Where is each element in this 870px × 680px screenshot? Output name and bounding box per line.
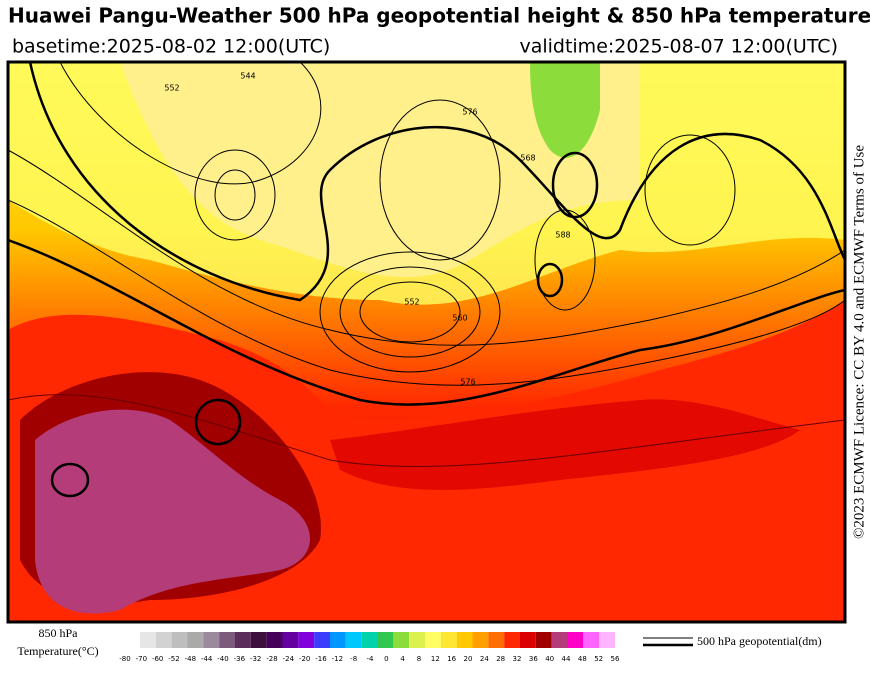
- colorbar-tick-label: -24: [283, 655, 295, 663]
- colorbar-tick-label: 44: [562, 655, 571, 663]
- colorbar-swatch: [314, 632, 330, 648]
- contour-label: 576: [462, 108, 477, 117]
- colorbar-tick-label: 48: [578, 655, 587, 663]
- contour-label: 552: [164, 84, 179, 93]
- colorbar-swatch: [187, 632, 204, 648]
- title: Huawei Pangu-Weather 500 hPa geopotentia…: [8, 4, 870, 28]
- contour-label: 588: [555, 231, 570, 240]
- colorbar-tick-label: -40: [217, 655, 228, 663]
- colorbar-tick-label: 0: [384, 655, 388, 663]
- colorbar-swatch: [140, 632, 156, 648]
- colorbar-swatch: [551, 632, 568, 648]
- colorbar-tick-label: 40: [545, 655, 554, 663]
- colorbar-swatch: [250, 632, 267, 648]
- colorbar-tick-label: -52: [168, 655, 179, 663]
- colorbar-tick-label: 8: [417, 655, 421, 663]
- colorbar-label: 850 hPa: [39, 626, 79, 640]
- contour-label: 544: [240, 72, 255, 81]
- colorbar-swatch: [488, 632, 505, 648]
- basetime: basetime:2025-08-02 12:00(UTC): [12, 36, 330, 58]
- colorbar-tick-label: -8: [350, 655, 357, 663]
- colorbar-swatch: [266, 632, 283, 648]
- colorbar-tick-label: 16: [447, 655, 456, 663]
- colorbar-tick-label: -44: [201, 655, 213, 663]
- colorbar-swatch: [567, 632, 584, 648]
- colorbar-tick-label: -80: [119, 655, 130, 663]
- colorbar-swatch: [472, 632, 489, 648]
- contour-label: 568: [520, 154, 535, 163]
- colorbar: -80 -70 -60 -52 -48 -44 -40 -36 -32 -28 -24 -20 -16-…: [119, 632, 620, 663]
- colorbar-tick-label: -16: [315, 655, 327, 663]
- colorbar-swatch: [520, 632, 536, 648]
- contour-label: 560: [452, 314, 467, 323]
- map: 544 552 576 588 560 552 568 576: [8, 62, 845, 622]
- colorbar-tick-label: -20: [299, 655, 310, 663]
- contour-legend: 500 hPa geopotential(dm): [697, 634, 822, 648]
- colorbar-swatch: [535, 632, 552, 648]
- map-frame: [6, 60, 847, 624]
- colorbar-tick-label: 4: [400, 655, 405, 663]
- colorbar-tick-label: -32: [250, 655, 261, 663]
- colorbar-tick-label: -12: [332, 655, 343, 663]
- colorbar-tick-label: 24: [480, 655, 489, 663]
- colorbar-tick-label: 36: [529, 655, 538, 663]
- colorbar-tick-label: -70: [136, 655, 147, 663]
- colorbar-swatch: [361, 632, 378, 648]
- colorbar-tick-label: 32: [513, 655, 522, 663]
- colorbar-swatch: [456, 632, 473, 648]
- colorbar-swatch: [345, 632, 362, 648]
- colorbar-tick-label: -4: [367, 655, 375, 663]
- colorbar-swatch: [330, 632, 346, 648]
- colorbar-swatch: [440, 632, 457, 648]
- colorbar-swatch: [203, 632, 220, 648]
- colorbar-swatch: [171, 632, 188, 648]
- credit: ©2023 ECMWF Licence: CC BY 4.0 and ECMWF…: [851, 145, 867, 539]
- colorbar-swatch: [409, 632, 425, 648]
- colorbar-tick-label: 12: [431, 655, 440, 663]
- colorbar-swatch: [599, 632, 615, 648]
- colorbar-tick-label: 56: [611, 655, 620, 663]
- colorbar-tick-label: -28: [266, 655, 277, 663]
- colorbar-swatch: [155, 632, 172, 648]
- colorbar-tick-label: 28: [496, 655, 505, 663]
- colorbar-tick-label: 52: [594, 655, 603, 663]
- colorbar-swatch: [377, 632, 394, 648]
- colorbar-tick-label: -60: [152, 655, 163, 663]
- colorbar-swatch: [425, 632, 441, 648]
- colorbar-swatch: [298, 632, 315, 648]
- colorbar-swatch: [235, 632, 251, 648]
- colorbar-tick-label: -48: [185, 655, 196, 663]
- colorbar-tick-label: -36: [234, 655, 246, 663]
- colorbar-swatch: [583, 632, 600, 648]
- colorbar-tick-label: 20: [464, 655, 473, 663]
- colorbar-swatch: [393, 632, 410, 648]
- contour-label: 552: [404, 298, 419, 307]
- validtime: validtime:2025-08-07 12:00(UTC): [519, 36, 838, 58]
- colorbar-swatch: [282, 632, 299, 648]
- colorbar-swatch: [504, 632, 520, 648]
- contour-label: 576: [460, 378, 475, 387]
- colorbar-label: Temperature(°C): [17, 644, 98, 658]
- colorbar-swatch: [219, 632, 235, 648]
